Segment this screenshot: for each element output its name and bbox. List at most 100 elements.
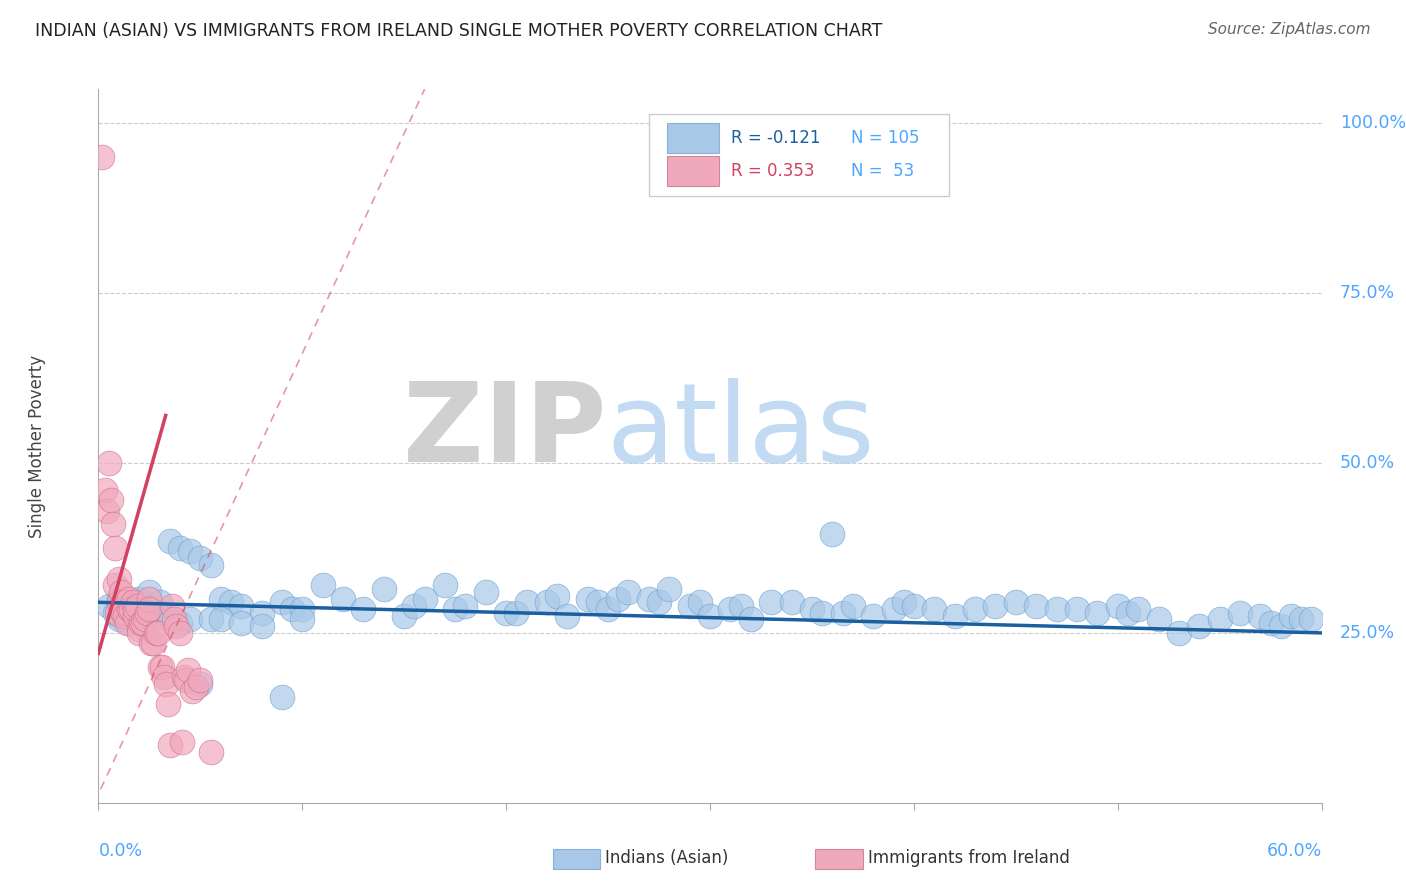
Point <box>862 608 884 623</box>
Point <box>173 670 195 684</box>
Point <box>149 595 172 609</box>
Point <box>679 599 702 613</box>
Point <box>128 608 150 623</box>
Point <box>169 615 191 630</box>
Point <box>181 683 204 698</box>
Point <box>115 615 138 630</box>
Point <box>281 602 304 616</box>
Point <box>831 606 853 620</box>
Point <box>159 534 181 549</box>
Point <box>101 517 124 532</box>
Point <box>730 599 752 613</box>
Point <box>188 677 212 691</box>
Point <box>129 615 152 630</box>
Point <box>637 591 661 606</box>
Point <box>104 541 127 555</box>
Point <box>893 595 915 609</box>
Point <box>943 608 966 623</box>
Point <box>546 589 568 603</box>
Point <box>1209 612 1232 626</box>
Text: ZIP: ZIP <box>402 378 606 485</box>
Point <box>170 734 193 748</box>
Point <box>903 599 925 613</box>
Point <box>811 606 834 620</box>
Point <box>444 602 467 616</box>
Point <box>96 503 118 517</box>
Point <box>163 612 186 626</box>
Point <box>373 582 395 596</box>
Point <box>138 585 160 599</box>
Point <box>1188 619 1211 633</box>
Point <box>598 602 620 616</box>
Point <box>413 591 436 606</box>
Point <box>105 606 128 620</box>
Point <box>1147 612 1170 626</box>
Point <box>780 595 803 609</box>
Point <box>152 670 174 684</box>
FancyBboxPatch shape <box>668 155 718 186</box>
Point <box>922 602 945 616</box>
Point <box>177 663 200 677</box>
Point <box>495 606 517 620</box>
Point <box>188 673 212 688</box>
Point <box>434 578 457 592</box>
Point <box>209 591 232 606</box>
Point <box>352 602 374 616</box>
Point <box>740 612 762 626</box>
Point <box>124 608 146 623</box>
Point <box>392 608 416 623</box>
Point <box>270 690 294 705</box>
Point <box>138 591 160 606</box>
Point <box>150 660 173 674</box>
FancyBboxPatch shape <box>648 114 949 196</box>
Point <box>1167 626 1189 640</box>
Point <box>1249 608 1271 623</box>
Point <box>110 585 132 599</box>
Point <box>658 582 681 596</box>
Point <box>138 615 160 630</box>
Point <box>1270 619 1292 633</box>
Point <box>883 602 905 616</box>
Text: 60.0%: 60.0% <box>1267 842 1322 860</box>
Text: Indians (Asian): Indians (Asian) <box>605 849 728 867</box>
Point <box>155 677 177 691</box>
Point <box>128 591 150 606</box>
Point <box>1025 599 1047 613</box>
Point <box>1107 599 1129 613</box>
Point <box>617 585 640 599</box>
Text: atlas: atlas <box>606 378 875 485</box>
Point <box>1260 615 1282 630</box>
Point <box>118 615 141 630</box>
Point <box>312 578 335 592</box>
Point <box>984 599 1007 613</box>
Point <box>124 602 146 616</box>
Point <box>179 612 201 626</box>
Point <box>134 612 156 626</box>
Point <box>138 602 160 616</box>
Point <box>165 619 187 633</box>
Point <box>231 615 253 630</box>
Point <box>454 599 477 613</box>
Point <box>146 626 169 640</box>
Point <box>179 544 201 558</box>
Point <box>128 623 150 637</box>
Point <box>689 595 711 609</box>
Point <box>104 578 127 592</box>
Point <box>127 599 149 613</box>
Point <box>97 599 120 613</box>
Point <box>801 602 824 616</box>
Point <box>128 608 150 623</box>
Point <box>93 483 115 498</box>
Text: Immigrants from Ireland: Immigrants from Ireland <box>868 849 1070 867</box>
Point <box>188 551 212 566</box>
Point <box>200 745 222 759</box>
Point <box>120 602 142 616</box>
Point <box>169 626 191 640</box>
Text: Source: ZipAtlas.com: Source: ZipAtlas.com <box>1208 22 1371 37</box>
Point <box>118 591 141 606</box>
Point <box>555 608 579 623</box>
Point <box>219 595 242 609</box>
Point <box>1066 602 1088 616</box>
Point <box>505 606 527 620</box>
Point <box>200 612 222 626</box>
